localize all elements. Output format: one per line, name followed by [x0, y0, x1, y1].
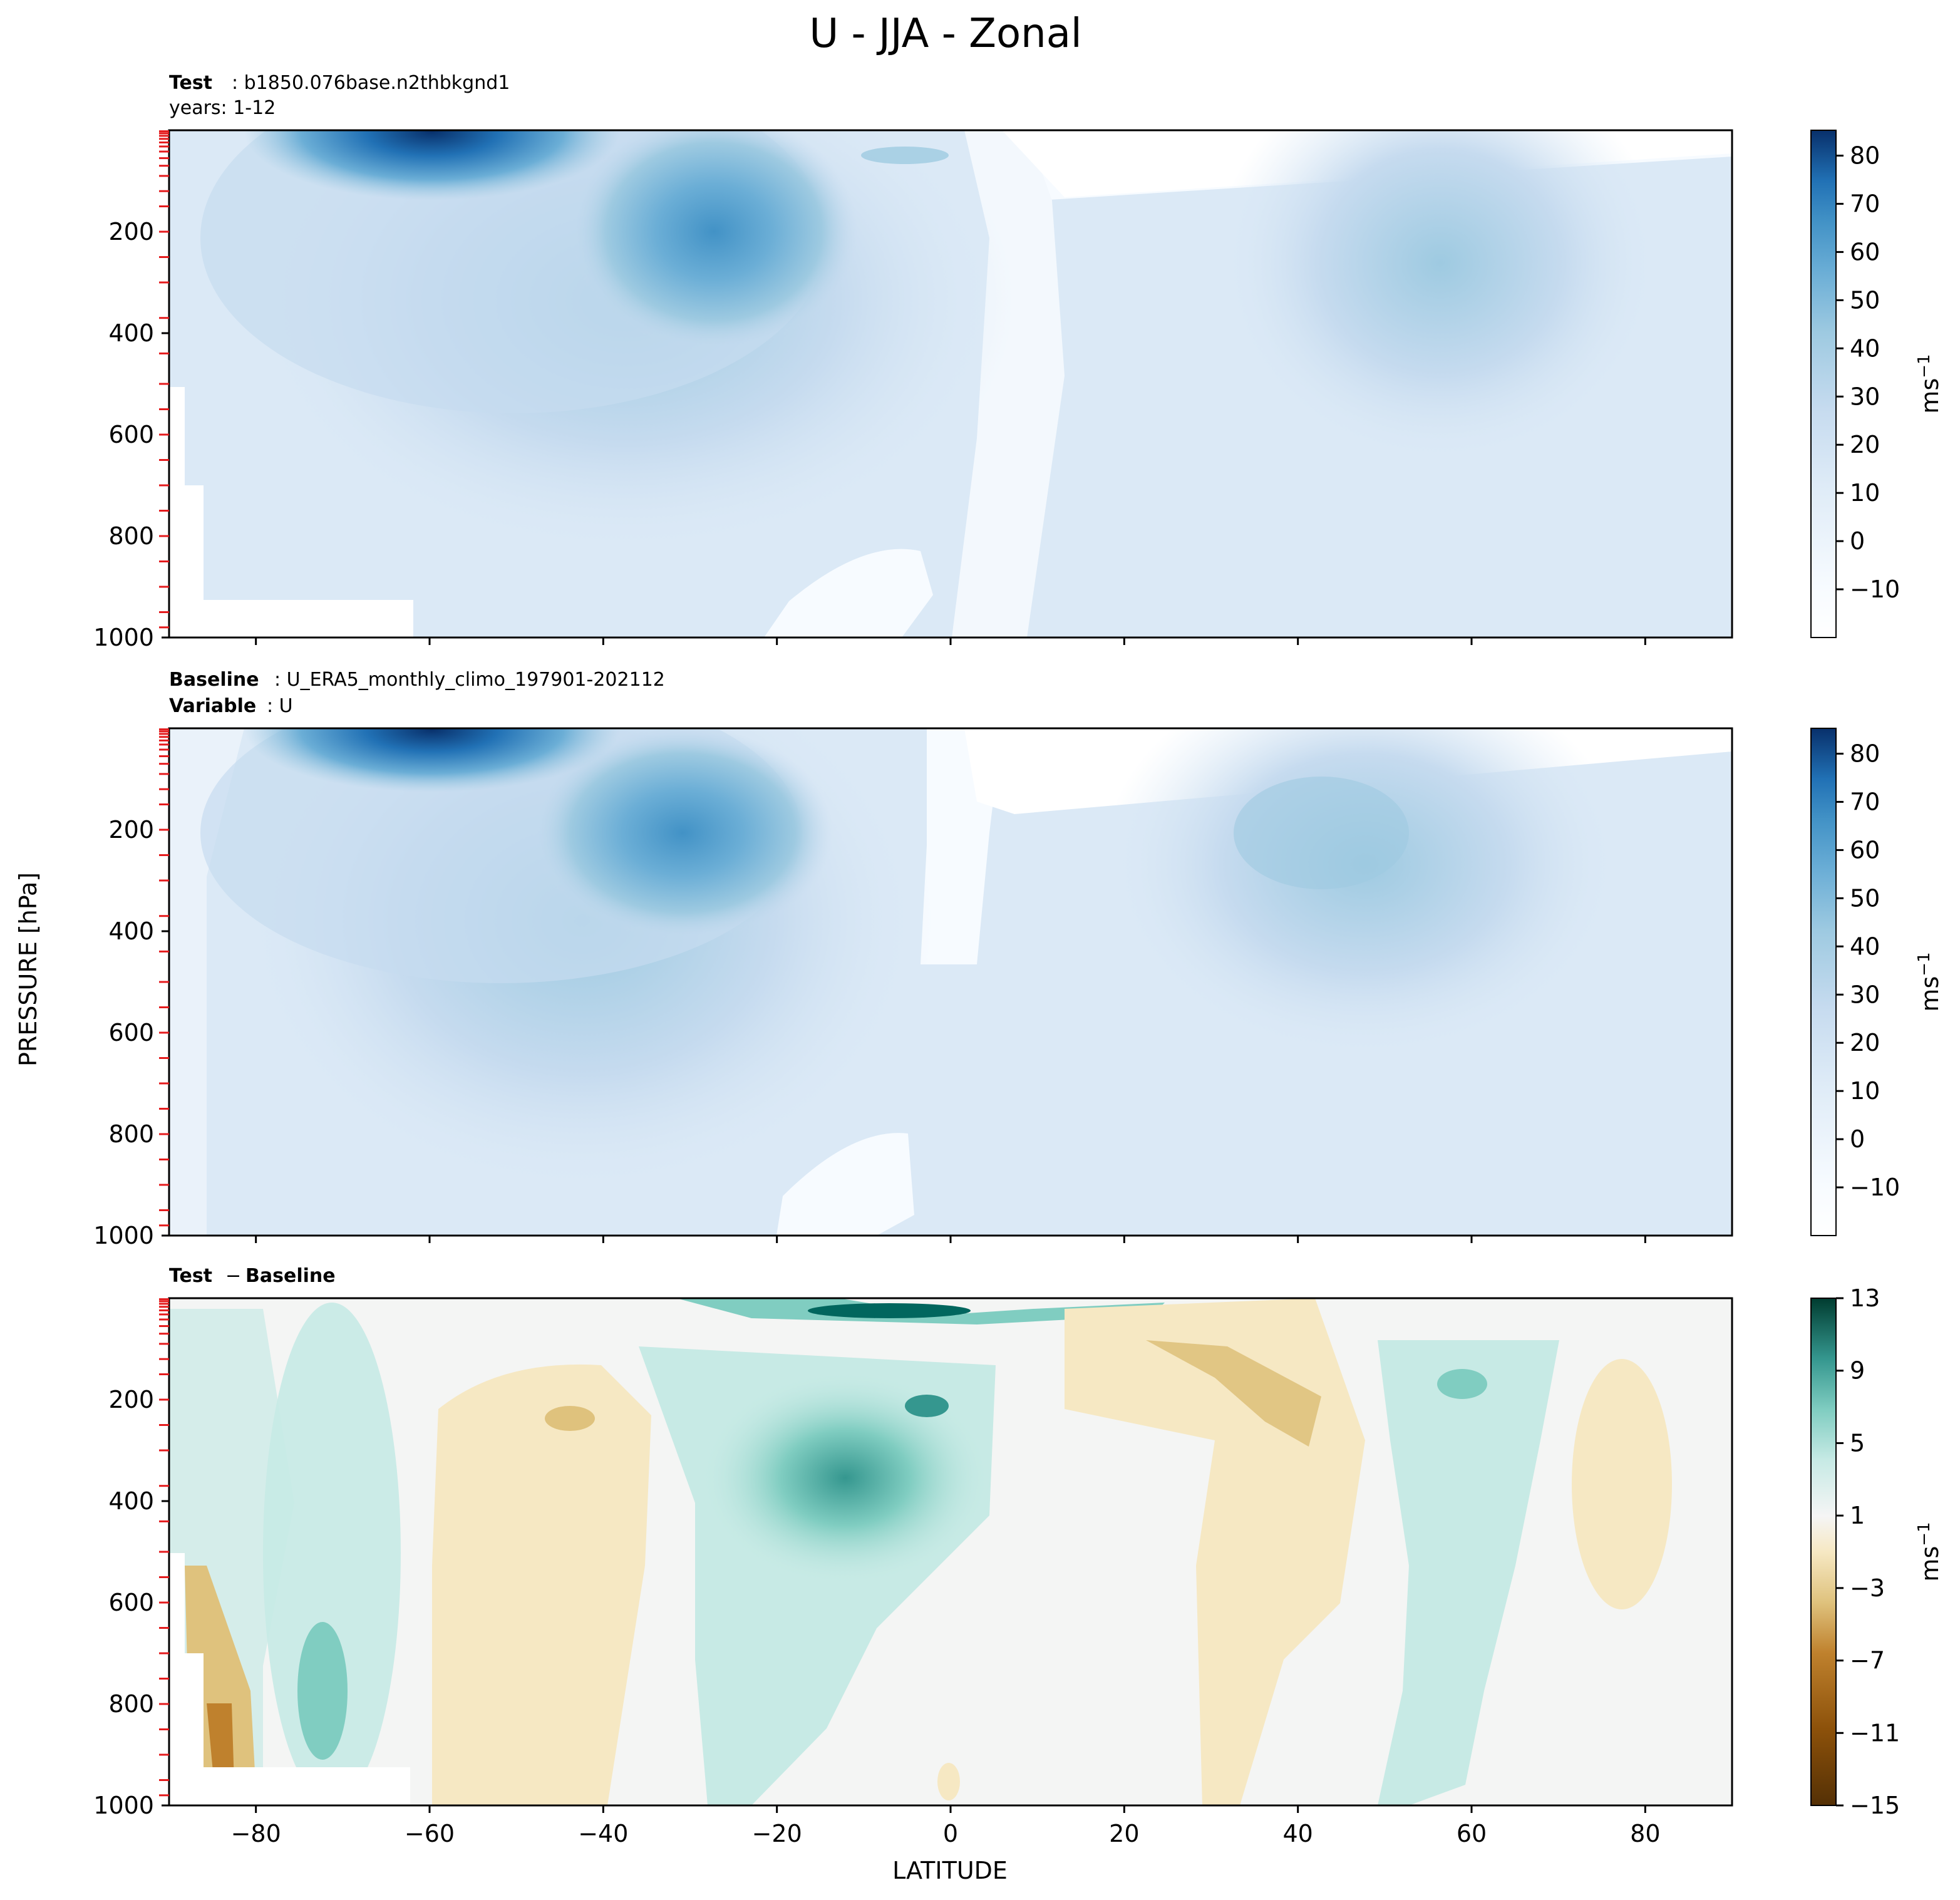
panel-test: Test : b1850.076base.n2thbkgnd1 years: 1… — [93, 72, 1944, 651]
panel-baseline-variable-value: : U — [267, 695, 293, 717]
xtick-label: 60 — [1457, 1820, 1487, 1847]
colorbar-tick-label: 10 — [1850, 479, 1880, 507]
colorbar-tick-label: −10 — [1850, 576, 1900, 603]
xtick-label: −80 — [231, 1820, 281, 1847]
xtick-label: 40 — [1282, 1820, 1313, 1847]
panel-test-contours — [169, 130, 1732, 638]
panel-baseline-contours — [169, 728, 1732, 1236]
panel-difference: Test − Baseline — [93, 1265, 1944, 1847]
colorbar-tick-label: −10 — [1850, 1174, 1900, 1201]
figure-suptitle: U - JJA - Zonal — [809, 11, 1081, 57]
colorbar-tick-label: 40 — [1850, 932, 1880, 960]
ytick-label: 600 — [108, 421, 154, 448]
ytick-label: 400 — [108, 319, 154, 347]
xtick-label: 80 — [1630, 1820, 1660, 1847]
colorbar-tick-label: −7 — [1850, 1647, 1885, 1675]
panel-baseline: Baseline : U_ERA5_monthly_climo_197901-2… — [93, 669, 1944, 1249]
ytick-label: 1000 — [93, 1222, 154, 1249]
colorbar-tick-label: 30 — [1850, 981, 1880, 1008]
ytick-label: 800 — [108, 1690, 154, 1718]
colorbar-tick-label: 50 — [1850, 286, 1880, 314]
colorbar-tick-label: 60 — [1850, 836, 1880, 864]
x-axis-label: LATITUDE — [892, 1857, 1008, 1884]
colorbar-tick-label: 50 — [1850, 884, 1880, 912]
ytick-label: 200 — [108, 218, 154, 245]
colorbar-unit-label: ms−1 — [1915, 354, 1944, 413]
xtick-label: −60 — [405, 1820, 455, 1847]
colorbar-tick-label: 10 — [1850, 1077, 1880, 1105]
colorbar-tick-label: 60 — [1850, 238, 1880, 266]
ytick-label: 600 — [108, 1589, 154, 1616]
colorbar-tick-label: 70 — [1850, 788, 1880, 815]
panel-test-title-bold: Test — [169, 72, 212, 94]
ytick-label: 400 — [108, 1487, 154, 1515]
ytick-label: 200 — [108, 1386, 154, 1413]
colorbar-tick-label: 0 — [1850, 527, 1865, 555]
ytick-label: 1000 — [93, 1792, 154, 1819]
xtick-label: 0 — [943, 1820, 958, 1847]
colorbar-tick-label: 30 — [1850, 383, 1880, 410]
colorbar-tick-label: 70 — [1850, 190, 1880, 217]
panel-baseline-variable-bold: Variable — [169, 695, 256, 717]
colorbar-tick-label: 20 — [1850, 431, 1880, 458]
xtick-label: 20 — [1109, 1820, 1139, 1847]
colorbar-tick-label: −11 — [1850, 1719, 1900, 1747]
colorbar-unit-label: ms−1 — [1915, 952, 1944, 1011]
panel-test-title-case: : b1850.076base.n2thbkgnd1 — [232, 72, 510, 94]
panel-test-title-years: years: 1-12 — [169, 97, 276, 119]
panel-baseline-title-dataset: : U_ERA5_monthly_climo_197901-202112 — [274, 669, 665, 691]
panel-diff-title-test: Test — [169, 1265, 212, 1287]
colorbar-tick-label: 20 — [1850, 1029, 1880, 1056]
panel-baseline-xticks — [255, 1236, 1646, 1243]
colorbar-tick-label: 80 — [1850, 740, 1880, 768]
ytick-label: 200 — [108, 816, 154, 844]
colorbar-tick-label: 9 — [1850, 1357, 1865, 1385]
ytick-label: 1000 — [93, 624, 154, 651]
panel-difference-contours — [169, 1298, 1732, 1805]
ytick-label: 400 — [108, 917, 154, 945]
colorbar-tick-label: −3 — [1850, 1574, 1885, 1602]
colorbar-tick-label: −15 — [1850, 1792, 1900, 1819]
panel-baseline-title-bold: Baseline — [169, 669, 259, 691]
panel-difference-level-ticks — [159, 1298, 169, 1797]
colorbar-tick-label: 1 — [1850, 1502, 1865, 1529]
panel-diff-title-operator: − — [225, 1265, 241, 1287]
panel-test-xticks — [255, 638, 1646, 645]
colorbar-tick-label: 80 — [1850, 142, 1880, 170]
panel-baseline-yticks: 200 400 600 800 1000 — [93, 816, 169, 1249]
panel-baseline-level-ticks — [159, 728, 169, 1227]
panel-test-yticks: 200 400 600 800 1000 — [93, 218, 169, 651]
ytick-label: 800 — [108, 522, 154, 550]
panel-test-level-ticks — [159, 130, 169, 629]
panel-difference-colorbar: 13 9 5 1 −3 −7 −11 −15 ms−1 — [1810, 1284, 1944, 1819]
xtick-label: −40 — [578, 1820, 628, 1847]
xtick-label: −20 — [752, 1820, 802, 1847]
colorbar-tick-label: 5 — [1850, 1429, 1865, 1457]
colorbar-tick-label: 0 — [1850, 1125, 1865, 1153]
panel-baseline-colorbar: 80 70 60 50 40 30 20 10 0 −10 ms−1 — [1810, 728, 1944, 1236]
ytick-label: 800 — [108, 1120, 154, 1148]
panel-diff-title-baseline: Baseline — [245, 1265, 336, 1287]
colorbar-unit-label: ms−1 — [1915, 1522, 1944, 1581]
ytick-label: 600 — [108, 1019, 154, 1046]
panel-difference-yticks: 200 400 600 800 1000 — [93, 1386, 169, 1819]
colorbar-tick-label: 40 — [1850, 334, 1880, 362]
colorbar-tick-label: 13 — [1850, 1284, 1880, 1312]
panel-test-colorbar: 80 70 60 50 40 30 20 10 0 −10 ms−1 — [1810, 130, 1944, 638]
y-axis-label: PRESSURE [hPa] — [14, 872, 42, 1066]
panel-difference-xticks: −80 −60 −40 −20 0 20 40 60 80 — [231, 1805, 1661, 1847]
